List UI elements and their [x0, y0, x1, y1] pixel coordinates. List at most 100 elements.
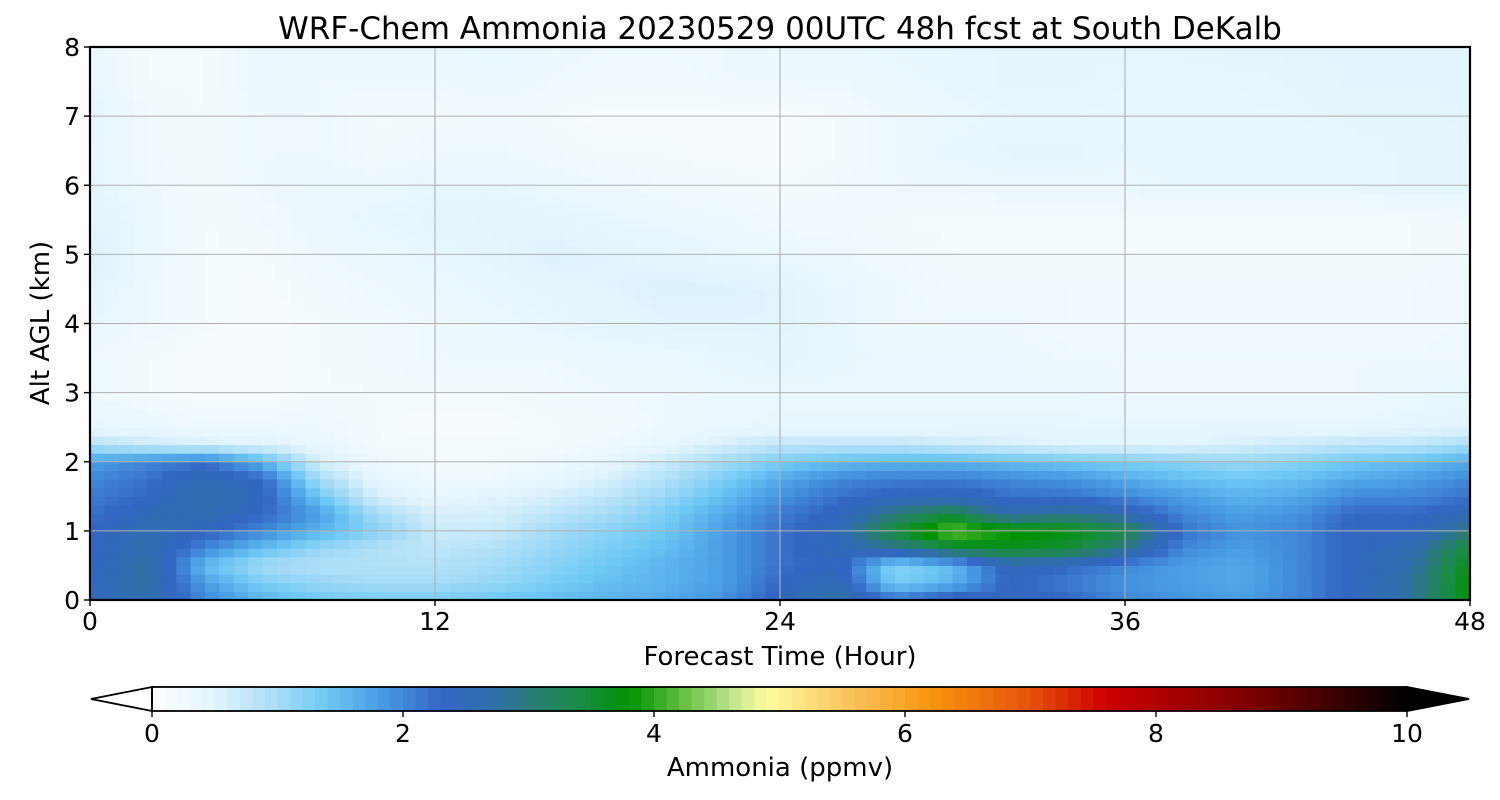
heat-cell: [1053, 539, 1069, 549]
heat-cell: [808, 280, 824, 290]
heat-cell: [1096, 306, 1112, 316]
heat-cell: [420, 263, 436, 273]
heat-cell: [736, 435, 752, 446]
heat-cell: [665, 219, 680, 230]
heat-cell: [1139, 202, 1155, 212]
heat-cell: [1010, 591, 1025, 601]
heat-cell: [550, 548, 565, 558]
heat-cell: [1311, 228, 1327, 238]
heat-cell: [305, 271, 321, 281]
heat-cell: [1024, 159, 1040, 169]
heat-cell: [952, 228, 968, 238]
heat-cell: [1168, 470, 1184, 480]
heat-cell: [1426, 202, 1442, 212]
heat-cell: [550, 306, 565, 316]
heat-cell: [851, 211, 867, 221]
heat-cell: [161, 539, 177, 549]
heat-cell: [1240, 323, 1255, 333]
heat-cell: [1024, 530, 1040, 541]
heat-cell: [291, 418, 307, 428]
heat-cell: [1053, 185, 1069, 195]
heat-cell: [938, 565, 954, 575]
heat-cell: [851, 427, 867, 437]
heat-cell: [909, 245, 925, 255]
heat-cell: [1125, 487, 1140, 497]
heat-cell: [1038, 202, 1054, 212]
heat-cell: [952, 332, 968, 342]
heat-cell: [435, 427, 450, 437]
heat-cell: [535, 548, 551, 558]
heat-cell: [1153, 574, 1169, 584]
heat-cell: [880, 409, 896, 420]
heat-cell: [909, 332, 925, 342]
heat-cell: [478, 591, 494, 601]
heat-cell: [492, 582, 508, 592]
heat-cell: [348, 453, 364, 463]
heat-cell: [1240, 418, 1255, 428]
heat-cell: [780, 237, 795, 247]
heat-cell: [593, 237, 609, 247]
heat-cell: [1139, 427, 1155, 437]
heat-cell: [1053, 530, 1069, 541]
heat-cell: [1096, 409, 1112, 420]
heat-cell: [823, 427, 839, 437]
heat-cell: [1139, 522, 1155, 532]
heat-cell: [1096, 444, 1112, 454]
heat-cell: [607, 176, 623, 186]
heat-cell: [1383, 574, 1399, 584]
heat-cell: [1254, 193, 1270, 204]
heat-cell: [736, 314, 752, 325]
heat-cell: [593, 176, 609, 186]
heat-cell: [722, 193, 738, 204]
heat-cell: [1240, 245, 1255, 255]
heat-cell: [363, 314, 379, 325]
heat-cell: [334, 202, 350, 212]
heat-cell: [521, 280, 537, 290]
heat-cell: [708, 539, 724, 549]
heat-cell: [104, 513, 120, 523]
heat-cell: [161, 254, 177, 264]
heat-cell: [1412, 513, 1428, 523]
heat-cell: [435, 332, 450, 342]
heat-cell: [305, 427, 321, 437]
heat-cell: [923, 453, 939, 463]
heat-cell: [535, 306, 551, 316]
heat-cell: [276, 159, 292, 169]
heat-cell: [1125, 193, 1140, 204]
heat-cell: [607, 202, 623, 212]
heat-cell: [1067, 237, 1083, 247]
heat-cell: [665, 470, 680, 480]
heat-cell: [1412, 383, 1428, 394]
heat-cell: [708, 185, 724, 195]
heat-cell: [521, 496, 537, 506]
heat-cell: [506, 479, 522, 489]
heat-cell: [794, 263, 810, 273]
heat-cell: [823, 280, 839, 290]
heat-cell: [578, 444, 594, 454]
heat-cell: [1340, 263, 1356, 273]
heat-cell: [1369, 340, 1385, 351]
heat-cell: [334, 591, 350, 601]
heat-cell: [923, 332, 939, 342]
heat-cell: [435, 582, 450, 592]
heat-cell: [1355, 513, 1370, 523]
heat-cell: [665, 461, 680, 471]
heat-cell: [104, 358, 120, 368]
heat-cell: [1081, 504, 1097, 515]
heat-cell: [1182, 409, 1198, 420]
heat-cell: [377, 314, 393, 325]
heat-cell: [248, 574, 264, 584]
heat-cell: [679, 435, 695, 446]
heat-cell: [1168, 211, 1184, 221]
heat-cell: [1196, 453, 1212, 463]
heat-cell: [262, 496, 278, 506]
heat-cell: [1254, 427, 1270, 437]
heat-cell: [420, 228, 436, 238]
heat-cell: [650, 487, 666, 497]
heat-cell: [923, 271, 939, 281]
heat-cell: [1268, 323, 1284, 333]
heat-cell: [1311, 496, 1327, 506]
heat-cell: [851, 522, 867, 532]
heat-cell: [176, 159, 192, 169]
heat-cell: [305, 418, 321, 428]
